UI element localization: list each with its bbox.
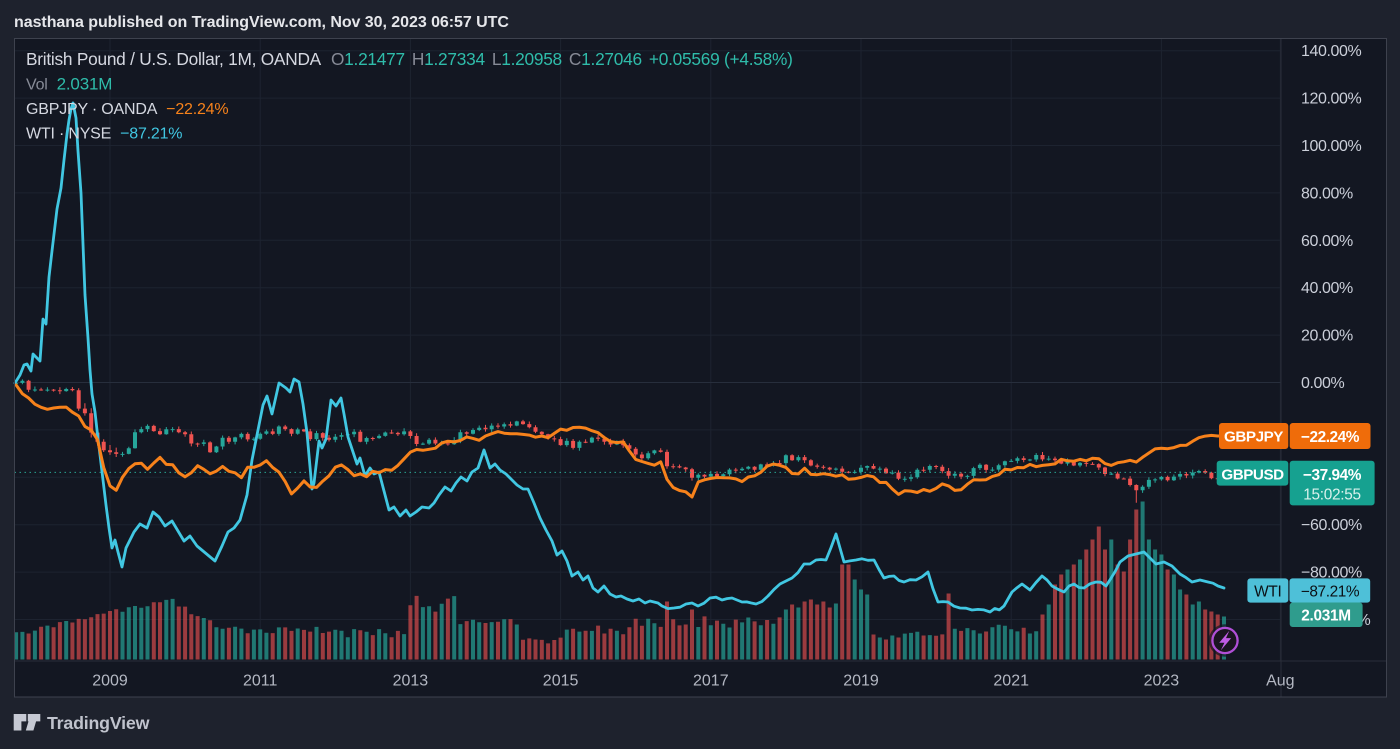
svg-text:2021: 2021: [993, 673, 1029, 690]
svg-text:WTI: WTI: [1254, 584, 1281, 601]
svg-text:0.00%: 0.00%: [1301, 375, 1345, 392]
svg-text:40.00%: 40.00%: [1301, 280, 1353, 297]
svg-text:nasthana published on TradingV: nasthana published on TradingView.com, N…: [14, 14, 509, 31]
svg-text:2013: 2013: [393, 673, 429, 690]
svg-text:100.00%: 100.00%: [1301, 138, 1362, 155]
svg-text:20.00%: 20.00%: [1301, 328, 1353, 345]
svg-text:80.00%: 80.00%: [1301, 185, 1353, 202]
svg-text:TradingView: TradingView: [47, 713, 150, 733]
svg-text:−87.21%: −87.21%: [1301, 584, 1360, 601]
svg-text:2017: 2017: [693, 673, 729, 690]
svg-text:2011: 2011: [243, 673, 278, 690]
svg-text:Aug: Aug: [1266, 673, 1294, 690]
svg-text:140.00%: 140.00%: [1301, 43, 1362, 60]
svg-text:WTI · NYSE−87.21%: WTI · NYSE −87.21%: [26, 126, 182, 143]
svg-text:GBPUSD: GBPUSD: [1221, 467, 1284, 484]
svg-text:2023: 2023: [1144, 673, 1180, 690]
svg-text:60.00%: 60.00%: [1301, 233, 1353, 250]
svg-text:−22.24%: −22.24%: [1301, 429, 1360, 446]
svg-text:2019: 2019: [843, 673, 879, 690]
svg-text:−80.00%: −80.00%: [1301, 565, 1362, 582]
svg-text:2015: 2015: [543, 673, 579, 690]
svg-text:GBPJPY · OANDA−22.24%: GBPJPY · OANDA −22.24%: [26, 101, 228, 118]
svg-text:2009: 2009: [92, 673, 128, 690]
svg-text:15:02:55: 15:02:55: [1303, 487, 1361, 504]
svg-text:−37.94%: −37.94%: [1303, 467, 1362, 484]
svg-text:2.031M: 2.031M: [1301, 608, 1351, 625]
svg-text:−60.00%: −60.00%: [1301, 517, 1362, 534]
svg-text:GBPJPY: GBPJPY: [1224, 429, 1283, 446]
svg-text:120.00%: 120.00%: [1301, 91, 1362, 108]
